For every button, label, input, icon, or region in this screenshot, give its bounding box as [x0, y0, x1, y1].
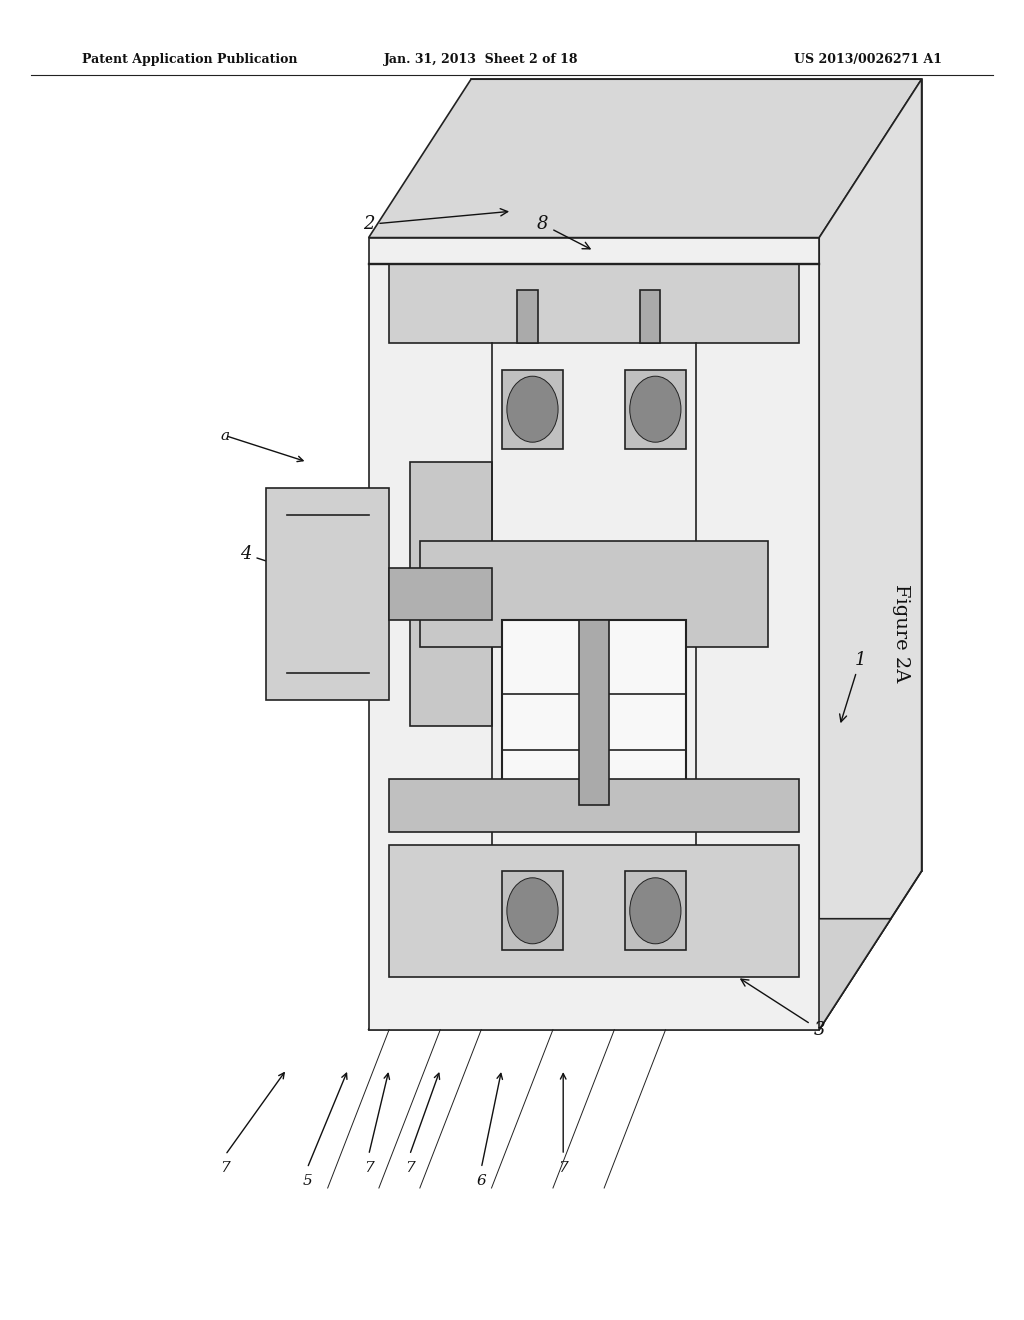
- Polygon shape: [471, 79, 922, 871]
- Polygon shape: [819, 79, 922, 1030]
- FancyBboxPatch shape: [579, 620, 609, 805]
- Polygon shape: [369, 919, 891, 1030]
- Circle shape: [507, 376, 558, 442]
- FancyBboxPatch shape: [389, 568, 492, 620]
- Text: 1: 1: [840, 651, 866, 722]
- Text: 4: 4: [240, 545, 324, 581]
- FancyBboxPatch shape: [389, 779, 799, 832]
- Polygon shape: [369, 79, 922, 238]
- Circle shape: [630, 878, 681, 944]
- Text: 7: 7: [558, 1162, 568, 1175]
- Text: Jan. 31, 2013  Sheet 2 of 18: Jan. 31, 2013 Sheet 2 of 18: [384, 53, 579, 66]
- Circle shape: [507, 878, 558, 944]
- FancyBboxPatch shape: [410, 462, 492, 726]
- Polygon shape: [369, 238, 819, 1030]
- FancyBboxPatch shape: [517, 290, 538, 343]
- Text: 5: 5: [302, 1175, 312, 1188]
- Text: Patent Application Publication: Patent Application Publication: [82, 53, 297, 66]
- Text: 2: 2: [362, 209, 508, 234]
- FancyBboxPatch shape: [640, 290, 660, 343]
- Text: 6: 6: [476, 1175, 486, 1188]
- Text: US 2013/0026271 A1: US 2013/0026271 A1: [794, 53, 942, 66]
- Text: Figure 2A: Figure 2A: [892, 585, 910, 682]
- Text: 7: 7: [608, 545, 754, 631]
- FancyBboxPatch shape: [389, 264, 799, 343]
- Text: 7: 7: [404, 1162, 415, 1175]
- FancyBboxPatch shape: [502, 370, 563, 449]
- FancyBboxPatch shape: [502, 620, 686, 805]
- FancyBboxPatch shape: [389, 845, 799, 977]
- FancyBboxPatch shape: [266, 488, 389, 700]
- Text: 7: 7: [364, 1162, 374, 1175]
- Text: a: a: [221, 429, 229, 442]
- FancyBboxPatch shape: [502, 871, 563, 950]
- Text: 7: 7: [220, 1162, 230, 1175]
- Text: 8: 8: [537, 215, 590, 248]
- FancyBboxPatch shape: [625, 871, 686, 950]
- FancyBboxPatch shape: [420, 541, 768, 647]
- Circle shape: [630, 376, 681, 442]
- FancyBboxPatch shape: [625, 370, 686, 449]
- Text: 3: 3: [741, 979, 825, 1039]
